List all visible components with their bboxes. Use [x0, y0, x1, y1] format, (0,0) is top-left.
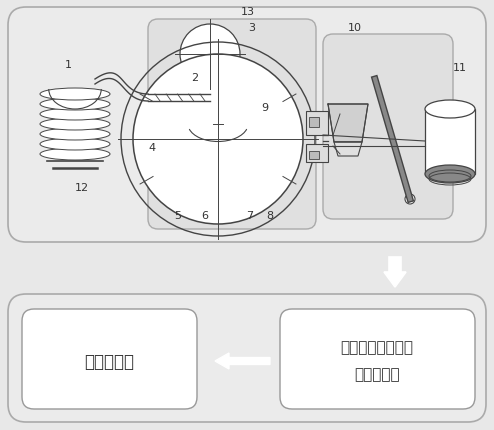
Text: 11: 11 [453, 63, 467, 73]
FancyBboxPatch shape [8, 8, 486, 243]
Text: 3: 3 [248, 23, 255, 33]
Circle shape [180, 25, 240, 85]
Ellipse shape [40, 99, 110, 111]
FancyBboxPatch shape [8, 294, 486, 422]
Text: 8: 8 [266, 211, 274, 221]
FancyArrow shape [215, 353, 270, 369]
Ellipse shape [40, 139, 110, 150]
Ellipse shape [40, 129, 110, 141]
FancyBboxPatch shape [280, 309, 475, 409]
Text: 10: 10 [348, 23, 362, 33]
Text: 退火、分切: 退火、分切 [354, 367, 400, 381]
Ellipse shape [40, 149, 110, 161]
Ellipse shape [425, 101, 475, 119]
Bar [425, 110, 475, 175]
Bar [306, 112, 328, 136]
Ellipse shape [40, 109, 110, 121]
Text: 板、带产品: 板、带产品 [84, 352, 134, 370]
Text: 5: 5 [174, 211, 181, 221]
Circle shape [133, 55, 303, 224]
Bar [309, 118, 319, 128]
Ellipse shape [40, 89, 110, 101]
Text: 7: 7 [247, 211, 253, 221]
Text: 多次轧制、整形、: 多次轧制、整形、 [340, 340, 413, 355]
Bar [306, 144, 328, 163]
Text: 13: 13 [241, 7, 255, 17]
Text: 6: 6 [202, 211, 208, 221]
Text: 9: 9 [261, 103, 269, 113]
Text: 2: 2 [192, 73, 199, 83]
Circle shape [405, 194, 415, 205]
Polygon shape [334, 143, 362, 157]
Polygon shape [328, 105, 368, 143]
FancyBboxPatch shape [148, 20, 316, 230]
Ellipse shape [40, 119, 110, 131]
FancyBboxPatch shape [22, 309, 197, 409]
Text: 12: 12 [75, 183, 89, 193]
Text: 4: 4 [148, 143, 156, 153]
FancyBboxPatch shape [323, 35, 453, 219]
Text: 1: 1 [65, 60, 72, 70]
Ellipse shape [425, 166, 475, 184]
Bar [309, 152, 319, 160]
FancyArrow shape [384, 258, 406, 287]
